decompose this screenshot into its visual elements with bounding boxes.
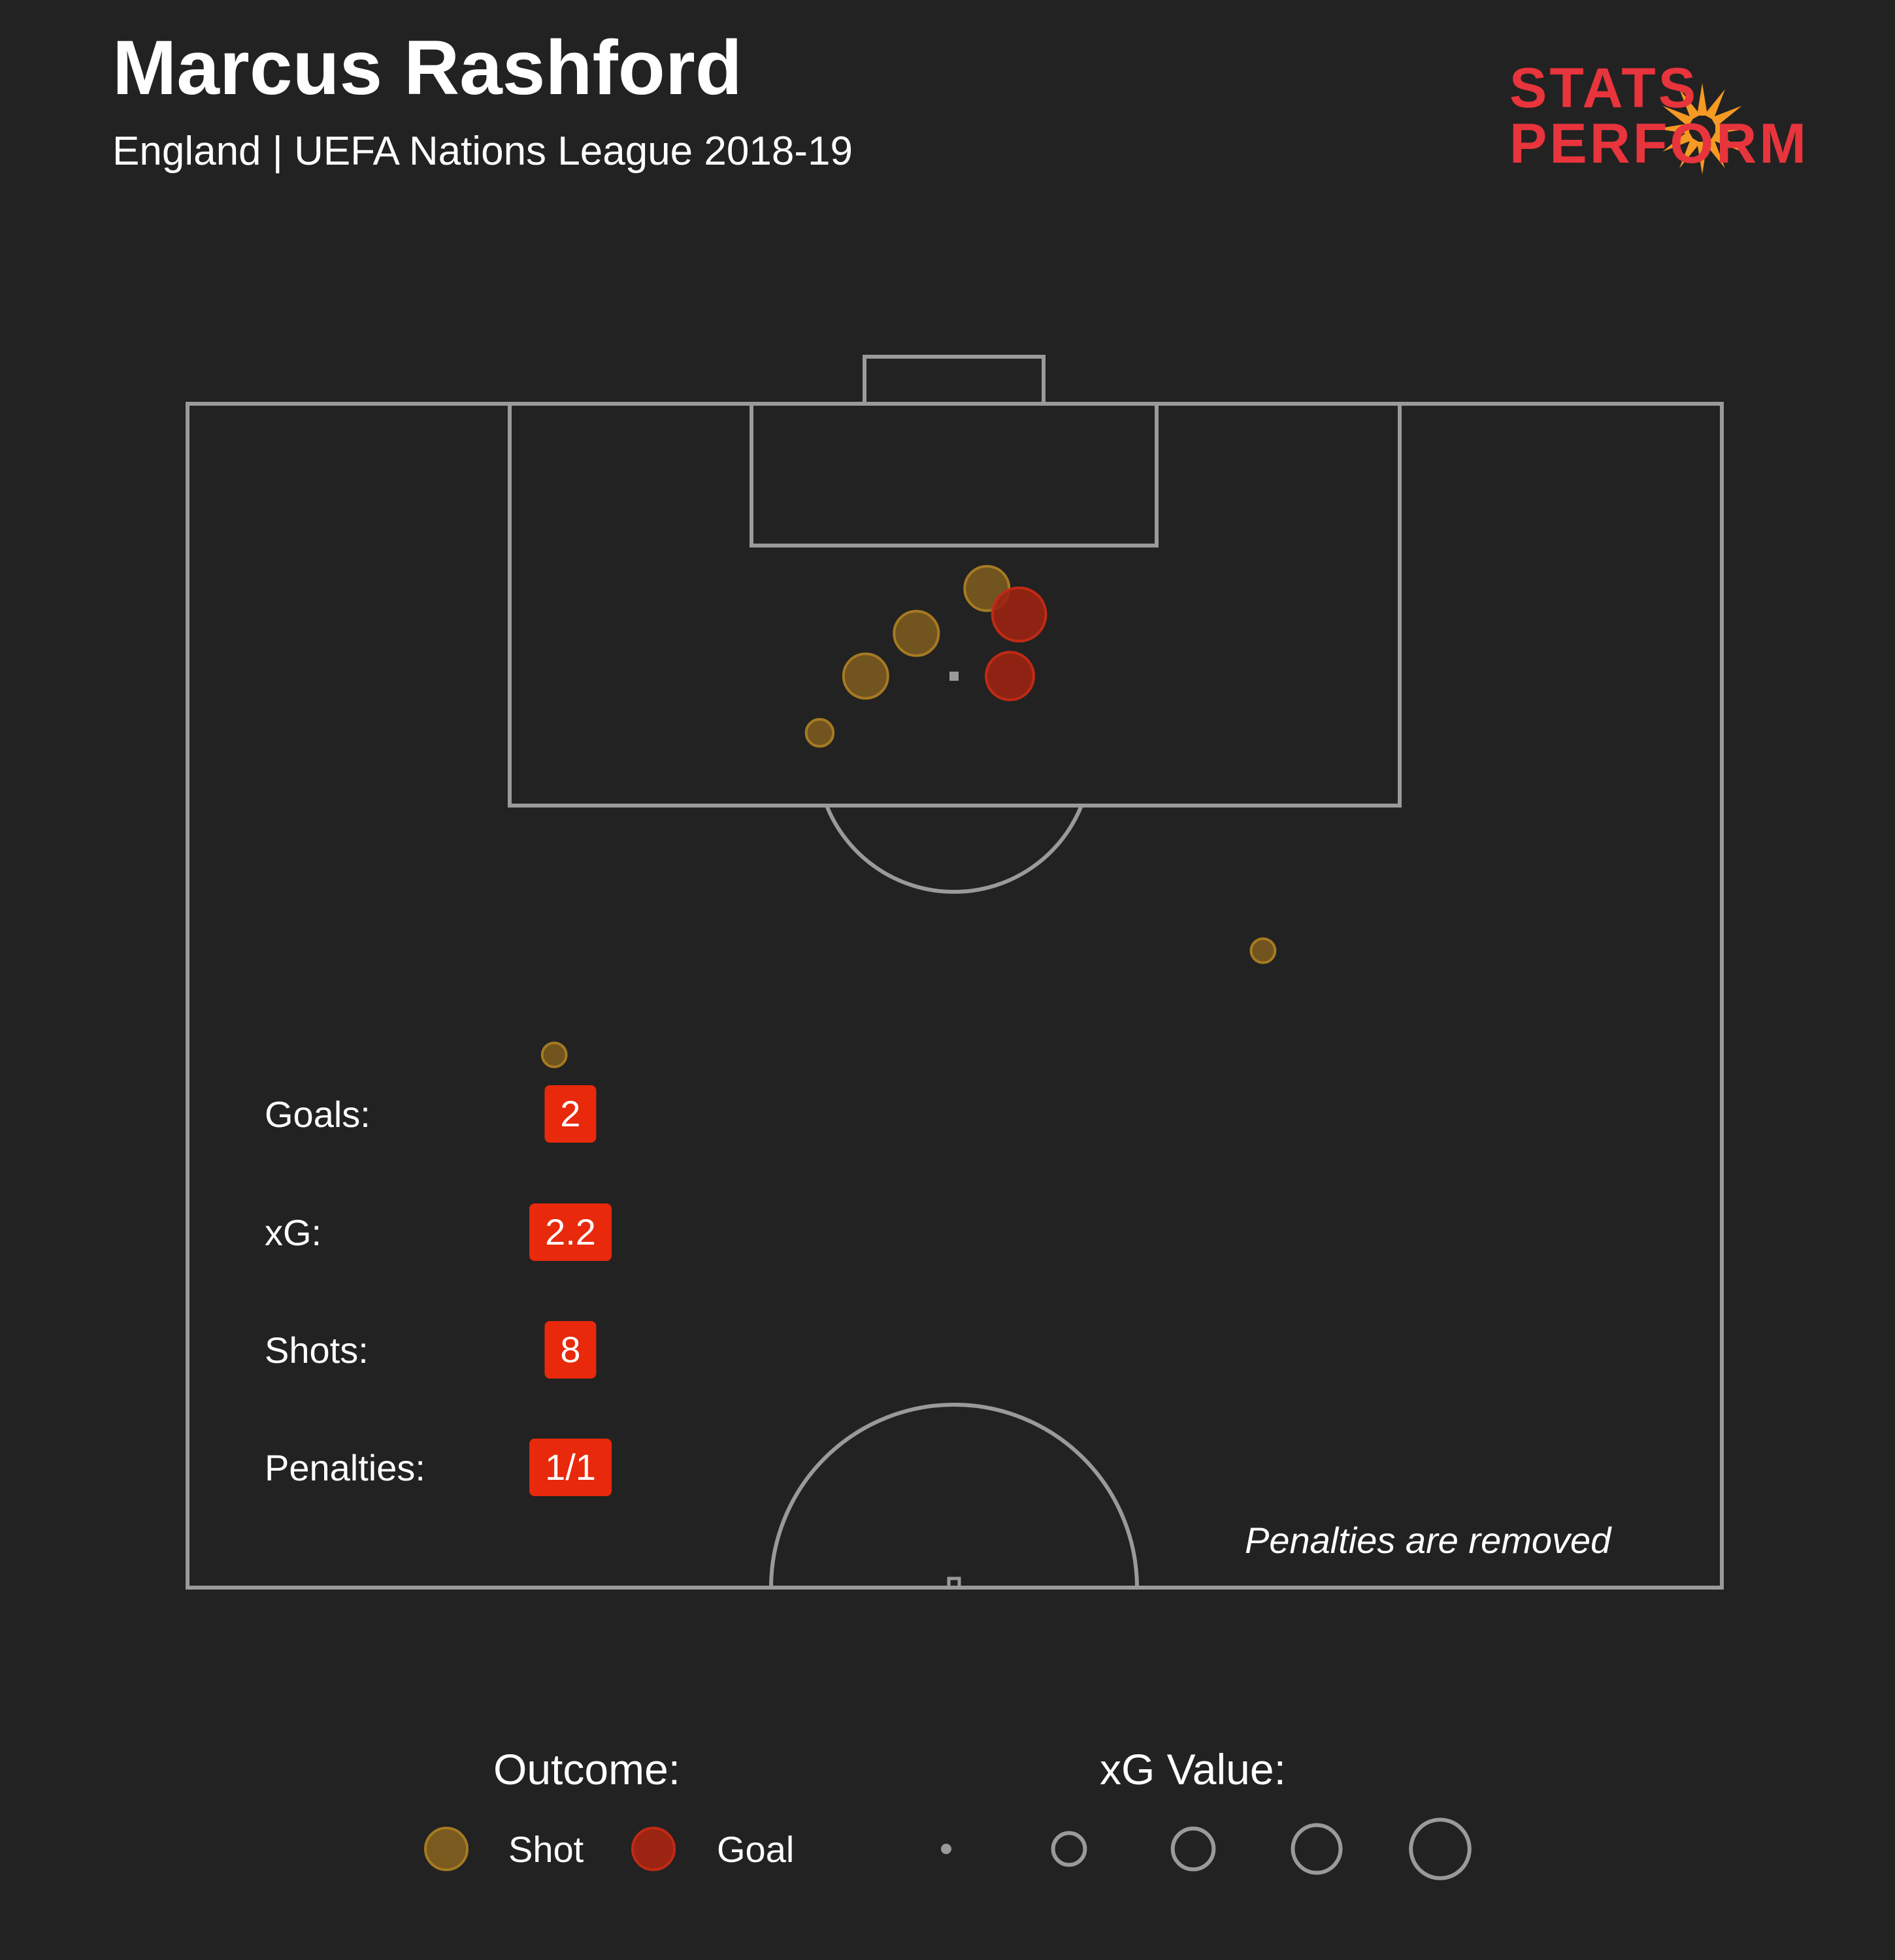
burst-icon [1656,83,1748,174]
logo-text-stats: STATS [1509,57,1699,120]
penalty-spot [949,672,959,681]
stat-label-goals: Goals: [265,1094,371,1135]
shot-marker-3 [893,610,940,657]
legend-shot-label: Shot [508,1829,584,1870]
stat-label-penalties: Penalties: [265,1447,425,1488]
legend-shot-swatch [424,1827,469,1871]
stat-badge-goals: 2 [544,1085,597,1143]
legend-markers [424,1818,1472,1880]
stat-badge-penalties: 1/1 [529,1439,612,1496]
pitch-outline [186,402,1724,1590]
goal-marker-2 [991,586,1047,643]
legend-xg-size-2 [1051,1831,1087,1867]
legend-xg-size-4 [1291,1823,1343,1875]
shot-marker-6 [804,718,835,748]
legend-goal-label: Goal [717,1829,795,1870]
center-circle [769,1403,1139,1588]
shot-marker-8 [540,1041,568,1068]
stats-perform-logo: STATS PERFORM [1509,54,1830,175]
shot-marker-7 [1249,937,1277,964]
legend-xg-size-1 [941,1844,951,1854]
penalty-arc [825,804,1083,894]
goal [863,355,1046,406]
legend-xg-title: xG Value: [1100,1745,1286,1793]
player-name-title: Marcus Rashford [112,25,742,111]
legend-xg-size-3 [1170,1826,1216,1872]
stat-badge-shots: 8 [544,1321,597,1379]
stat-label-xg: xG: [265,1212,322,1253]
competition-subtitle: England | UEFA Nations League 2018-19 [112,129,853,174]
legend-outcome-title: Outcome: [493,1745,681,1793]
logo-text-perform: PERFORM [1509,112,1809,175]
legend-goal-swatch [631,1827,676,1871]
stat-badge-xg: 2.2 [529,1203,612,1261]
six-yard-box [750,402,1159,547]
legend-xg-size-5 [1409,1818,1472,1880]
penalties-note: Penalties are removed [1245,1520,1611,1561]
shot-marker-4 [842,652,889,700]
shots-layer [540,564,1277,1068]
goal-marker-5 [985,651,1035,702]
center-spot [947,1576,961,1590]
penalty-area [508,402,1402,808]
pitch-lines [186,355,1724,1590]
stat-label-shots: Shots: [265,1330,369,1371]
